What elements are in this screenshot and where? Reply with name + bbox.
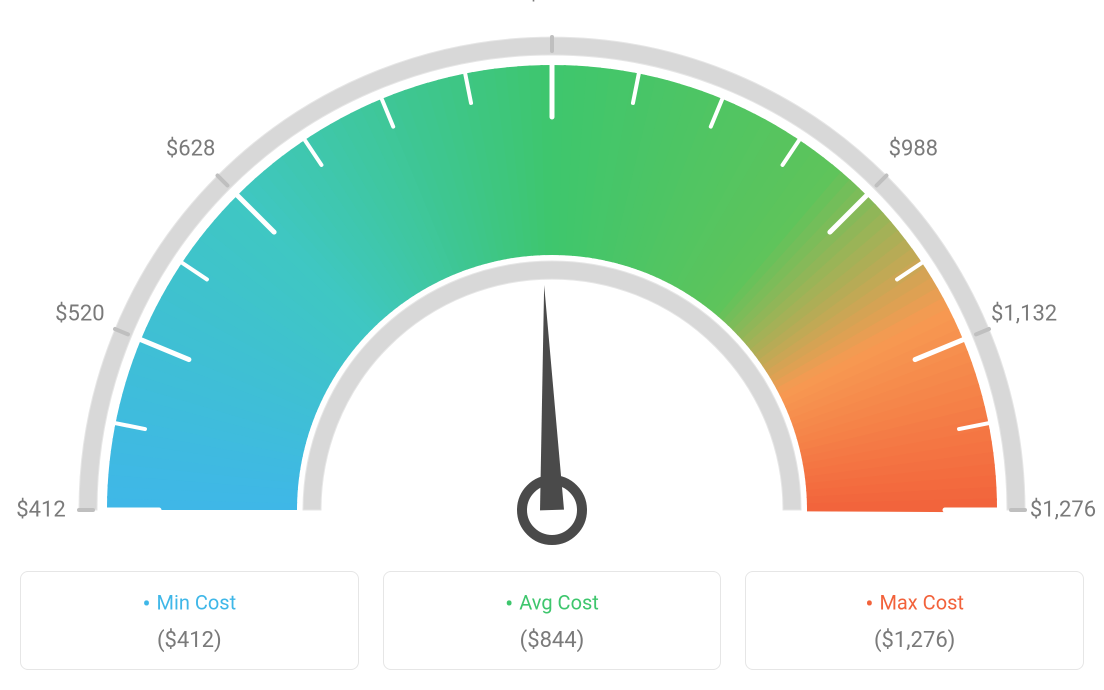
- legend-value-min: ($412): [21, 628, 358, 653]
- legend-title-max: Max Cost: [746, 590, 1083, 618]
- legend-value-avg: ($844): [384, 628, 721, 653]
- gauge-tick-label: $1,132: [991, 302, 1057, 327]
- legend-card-min: Min Cost ($412): [20, 571, 359, 670]
- gauge-svg: [0, 0, 1104, 560]
- gauge-chart: $412 $520 $628 $844 $988 $1,132 $1,276: [0, 0, 1104, 560]
- gauge-tick-label: $412: [16, 498, 65, 523]
- legend-value-max: ($1,276): [746, 628, 1083, 653]
- gauge-tick-label: $520: [55, 302, 104, 327]
- gauge-tick-label: $1,276: [1030, 498, 1096, 523]
- legend-row: Min Cost ($412) Avg Cost ($844) Max Cost…: [0, 571, 1104, 670]
- legend-title-avg: Avg Cost: [384, 590, 721, 618]
- gauge-tick-label: $988: [889, 136, 938, 161]
- legend-card-max: Max Cost ($1,276): [745, 571, 1084, 670]
- gauge-tick-label: $844: [527, 0, 576, 6]
- gauge-tick-label: $628: [166, 136, 215, 161]
- legend-title-min: Min Cost: [21, 590, 358, 618]
- legend-card-avg: Avg Cost ($844): [383, 571, 722, 670]
